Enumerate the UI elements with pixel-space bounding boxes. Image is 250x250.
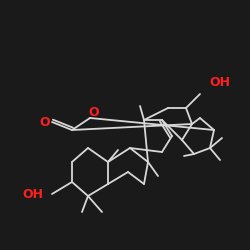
Text: O: O [89, 106, 99, 118]
Text: OH: OH [210, 76, 231, 88]
Text: O: O [40, 116, 50, 128]
Text: OH: OH [22, 188, 44, 200]
